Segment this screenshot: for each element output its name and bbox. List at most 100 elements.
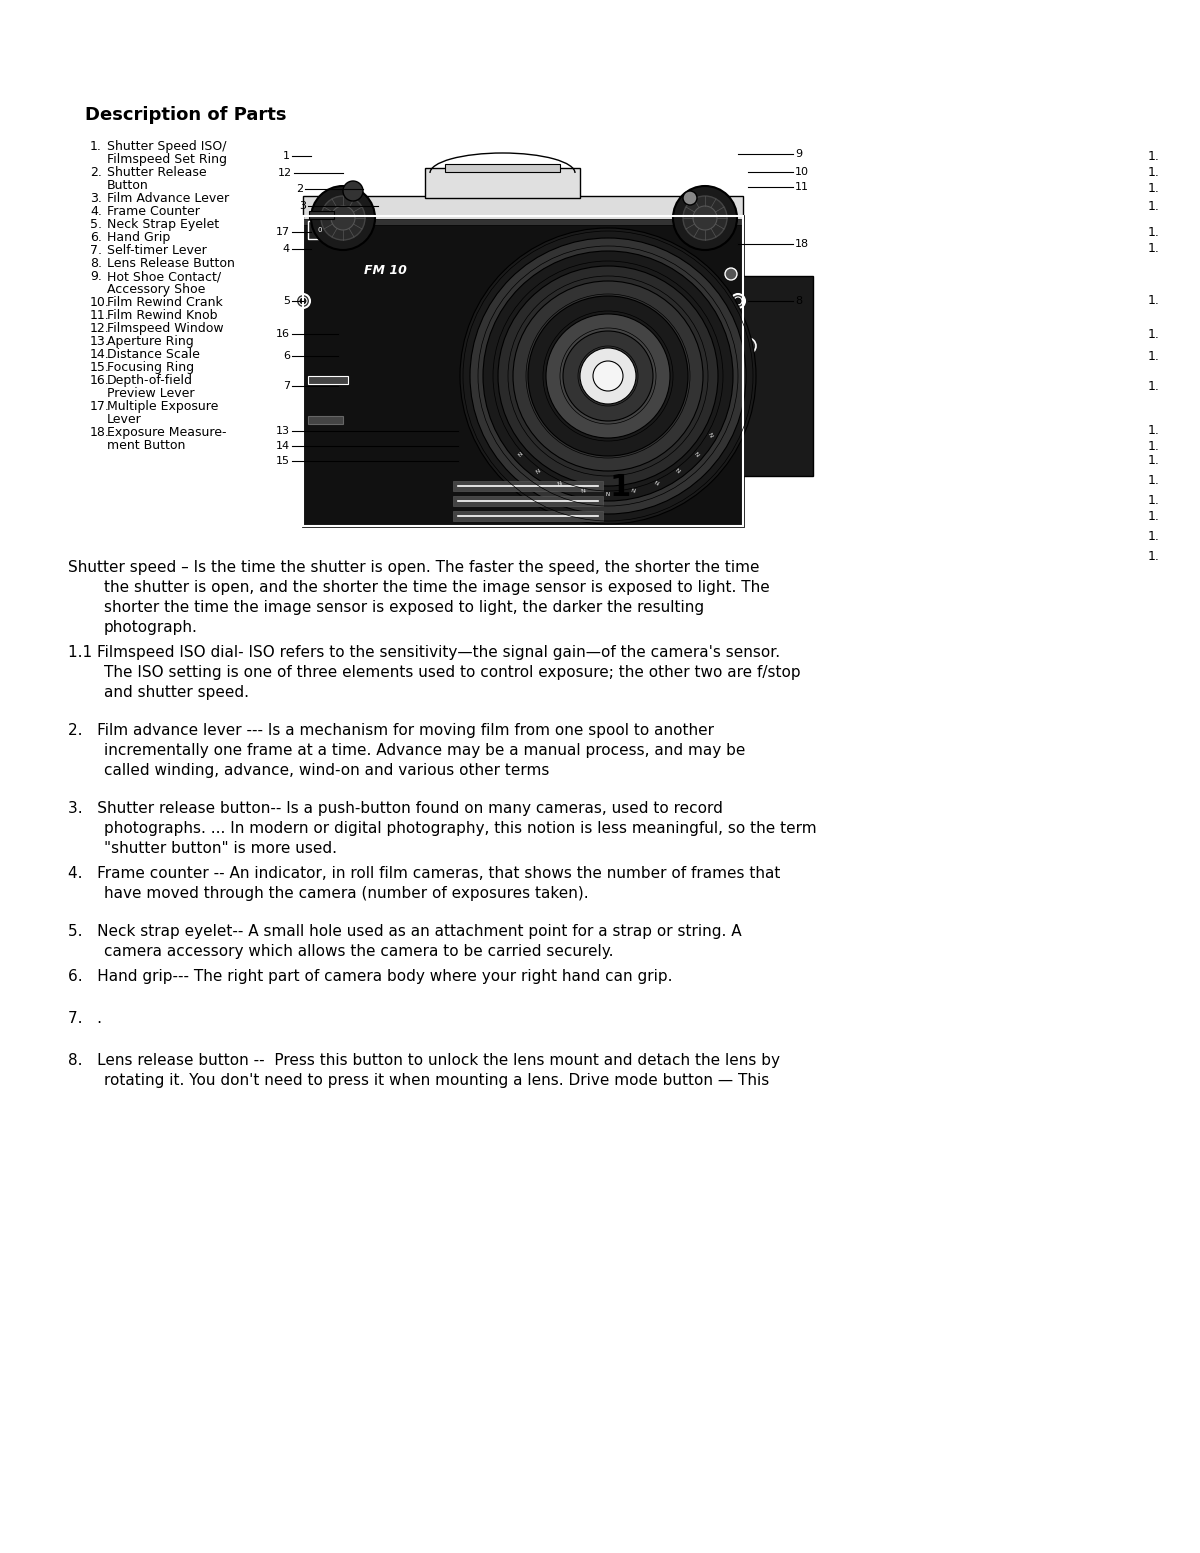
Text: called winding, advance, wind-on and various other terms: called winding, advance, wind-on and var… bbox=[104, 763, 550, 778]
Circle shape bbox=[694, 207, 718, 230]
Text: 5: 5 bbox=[283, 297, 290, 306]
Text: Filmspeed Set Ring: Filmspeed Set Ring bbox=[107, 154, 227, 166]
Text: Shutter Speed ISO/: Shutter Speed ISO/ bbox=[107, 140, 227, 154]
Bar bbox=[308, 416, 343, 424]
Text: 3.   Shutter release button-- Is a push-button found on many cameras, used to re: 3. Shutter release button-- Is a push-bu… bbox=[68, 801, 722, 815]
Circle shape bbox=[296, 294, 310, 307]
Circle shape bbox=[311, 186, 374, 250]
Circle shape bbox=[683, 196, 727, 241]
Text: Depth-of-field: Depth-of-field bbox=[107, 374, 193, 387]
Text: and shutter speed.: and shutter speed. bbox=[104, 685, 250, 700]
Text: N: N bbox=[707, 432, 713, 438]
Bar bbox=[454, 481, 604, 491]
Text: Distance Scale: Distance Scale bbox=[107, 348, 200, 360]
Text: 1.: 1. bbox=[1148, 349, 1160, 362]
Circle shape bbox=[470, 238, 746, 514]
Text: incrementally one frame at a time. Advance may be a manual process, and may be: incrementally one frame at a time. Advan… bbox=[104, 742, 745, 758]
Text: photographs. ... In modern or digital photography, this notion is less meaningfu: photographs. ... In modern or digital ph… bbox=[104, 822, 817, 836]
Text: Self-timer Lever: Self-timer Lever bbox=[107, 244, 206, 256]
Text: N: N bbox=[606, 491, 610, 497]
Text: 7.: 7. bbox=[90, 244, 102, 256]
Text: 14: 14 bbox=[276, 441, 290, 450]
Text: 1.: 1. bbox=[1148, 225, 1160, 239]
Text: 1.: 1. bbox=[1148, 295, 1160, 307]
Bar bbox=[302, 219, 743, 225]
Text: Hand Grip: Hand Grip bbox=[107, 231, 170, 244]
Circle shape bbox=[299, 297, 307, 304]
Text: 14.: 14. bbox=[90, 348, 109, 360]
Text: Film Rewind Knob: Film Rewind Knob bbox=[107, 309, 217, 321]
Text: 5.   Neck strap eyelet-- A small hole used as an attachment point for a strap or: 5. Neck strap eyelet-- A small hole used… bbox=[68, 924, 742, 940]
Text: Focusing Ring: Focusing Ring bbox=[107, 360, 194, 374]
Text: 1.: 1. bbox=[1148, 242, 1160, 256]
Circle shape bbox=[734, 297, 742, 304]
Text: 10: 10 bbox=[796, 168, 809, 177]
Text: Filmspeed Window: Filmspeed Window bbox=[107, 321, 223, 335]
Bar bbox=[310, 211, 334, 219]
Circle shape bbox=[580, 348, 636, 404]
Bar bbox=[302, 216, 743, 526]
Text: Accessory Shoe: Accessory Shoe bbox=[107, 283, 205, 297]
Circle shape bbox=[460, 228, 756, 523]
Text: FM 10: FM 10 bbox=[364, 264, 407, 278]
Text: 4.: 4. bbox=[90, 205, 102, 217]
Text: 15.: 15. bbox=[90, 360, 110, 374]
Text: 2: 2 bbox=[296, 183, 302, 194]
Text: N: N bbox=[653, 481, 659, 488]
Text: 13.: 13. bbox=[90, 335, 109, 348]
Text: ment Button: ment Button bbox=[107, 439, 185, 452]
Text: Nikon: Nikon bbox=[509, 264, 558, 278]
Circle shape bbox=[593, 360, 623, 391]
Text: 18.: 18. bbox=[90, 426, 110, 439]
Circle shape bbox=[563, 331, 653, 421]
Circle shape bbox=[343, 182, 364, 200]
Text: N: N bbox=[535, 467, 541, 475]
Text: Multiple Exposure: Multiple Exposure bbox=[107, 401, 218, 413]
Text: 4: 4 bbox=[283, 244, 290, 255]
Text: 16.: 16. bbox=[90, 374, 109, 387]
Circle shape bbox=[731, 294, 745, 307]
Text: 0: 0 bbox=[318, 227, 323, 233]
Bar bbox=[425, 168, 580, 197]
Text: Shutter Release: Shutter Release bbox=[107, 166, 206, 179]
Text: N: N bbox=[692, 452, 698, 458]
Circle shape bbox=[331, 207, 355, 230]
Text: 1.: 1. bbox=[1148, 199, 1160, 213]
Text: photograph.: photograph. bbox=[104, 620, 198, 635]
Circle shape bbox=[482, 252, 733, 502]
Bar bbox=[454, 511, 604, 520]
Text: Exposure Measure-: Exposure Measure- bbox=[107, 426, 227, 439]
Circle shape bbox=[546, 314, 670, 438]
Text: Preview Lever: Preview Lever bbox=[107, 387, 194, 401]
Text: 17.: 17. bbox=[90, 401, 110, 413]
Text: the shutter is open, and the shorter the time the image sensor is exposed to lig: the shutter is open, and the shorter the… bbox=[104, 579, 769, 595]
Bar bbox=[308, 221, 334, 239]
Text: 2.   Film advance lever --- Is a mechanism for moving film from one spool to ano: 2. Film advance lever --- Is a mechanism… bbox=[68, 724, 714, 738]
Text: 17: 17 bbox=[276, 227, 290, 238]
Text: The ISO setting is one of three elements used to control exposure; the other two: The ISO setting is one of three elements… bbox=[104, 665, 800, 680]
Text: 1: 1 bbox=[610, 472, 631, 502]
Text: 11: 11 bbox=[796, 182, 809, 193]
Text: 1.: 1. bbox=[1148, 424, 1160, 438]
Text: Button: Button bbox=[107, 179, 149, 193]
Circle shape bbox=[725, 269, 737, 280]
Text: 3: 3 bbox=[299, 200, 306, 211]
Text: 6.: 6. bbox=[90, 231, 102, 244]
Text: N: N bbox=[674, 467, 680, 475]
Text: 18: 18 bbox=[796, 239, 809, 248]
Text: N: N bbox=[557, 481, 563, 488]
Text: Shutter speed – Is the time the shutter is open. The faster the speed, the short: Shutter speed – Is the time the shutter … bbox=[68, 561, 760, 575]
Text: 4.   Frame counter -- An indicator, in roll film cameras, that shows the number : 4. Frame counter -- An indicator, in rol… bbox=[68, 867, 780, 881]
Text: have moved through the camera (number of exposures taken).: have moved through the camera (number of… bbox=[104, 887, 589, 901]
Circle shape bbox=[740, 339, 756, 354]
Text: 1.: 1. bbox=[1148, 149, 1160, 163]
Circle shape bbox=[498, 266, 718, 486]
Text: 12.: 12. bbox=[90, 321, 109, 335]
Text: 12: 12 bbox=[278, 168, 292, 179]
Bar bbox=[302, 216, 743, 526]
Text: camera accessory which allows the camera to be carried securely.: camera accessory which allows the camera… bbox=[104, 944, 613, 960]
Text: 1.: 1. bbox=[1148, 183, 1160, 196]
Text: 11.: 11. bbox=[90, 309, 109, 321]
Circle shape bbox=[514, 281, 703, 471]
Text: 6.   Hand grip--- The right part of camera body where your right hand can grip.: 6. Hand grip--- The right part of camera… bbox=[68, 969, 672, 985]
